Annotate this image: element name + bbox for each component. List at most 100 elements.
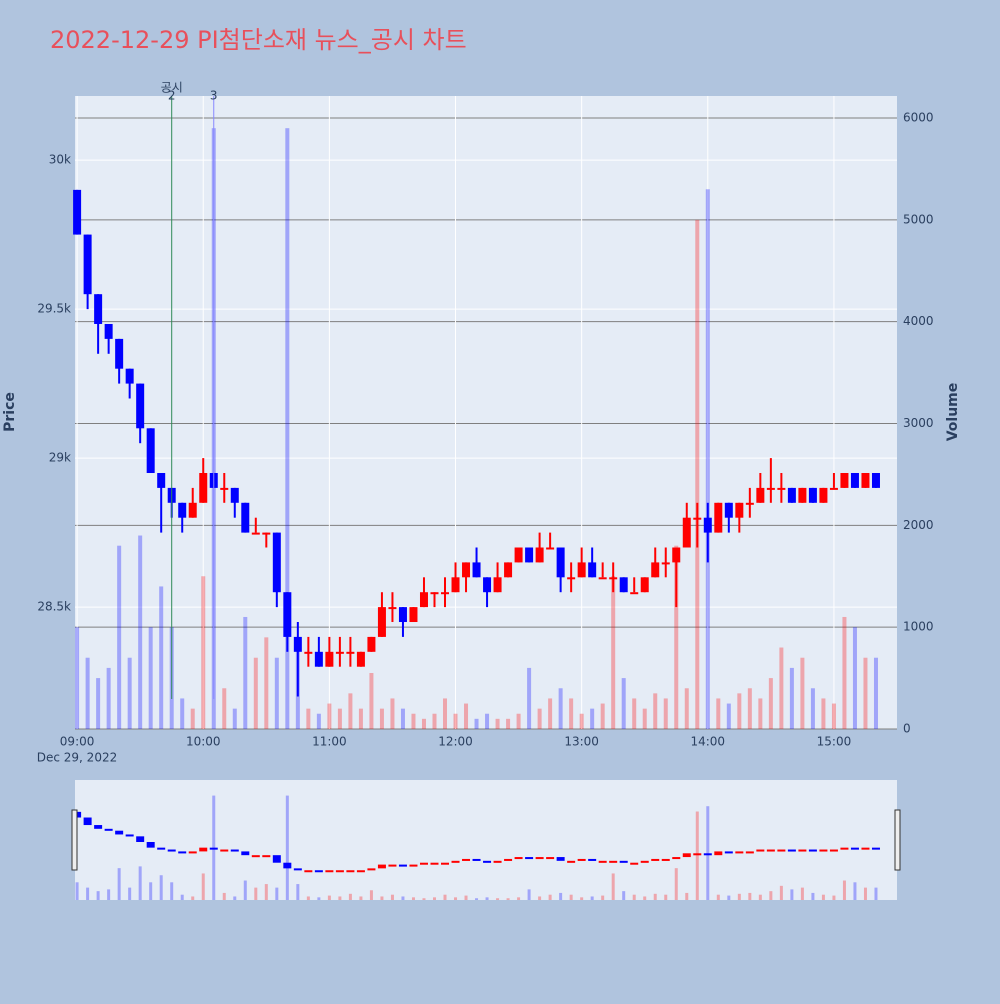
mini-candle xyxy=(441,862,450,865)
mini-candle xyxy=(83,817,92,826)
mini-volume-bar xyxy=(611,873,615,900)
volume-bar xyxy=(779,647,784,729)
mini-candle xyxy=(335,870,344,873)
volume-bar xyxy=(842,616,847,729)
mini-candle xyxy=(293,868,302,871)
volume-bar xyxy=(138,535,143,729)
mini-candle xyxy=(241,851,250,856)
candle-body xyxy=(304,651,313,654)
mini-candle xyxy=(724,851,733,854)
volume-bar xyxy=(527,667,532,729)
mini-candle xyxy=(283,862,292,869)
volume-bar xyxy=(464,703,469,729)
mini-candle xyxy=(630,862,639,865)
volume-bar xyxy=(285,128,290,729)
mini-volume-bar xyxy=(86,887,90,900)
mini-candle xyxy=(829,849,838,852)
mini-volume-bar xyxy=(117,868,121,900)
volume-bar xyxy=(569,698,574,729)
volume-bar xyxy=(674,545,679,729)
mini-candle xyxy=(262,855,271,858)
mini-volume-bar xyxy=(96,891,100,900)
candle-body xyxy=(272,532,281,593)
candle-body xyxy=(672,547,681,563)
mini-candle xyxy=(125,834,134,837)
candle-body xyxy=(840,472,849,488)
candle-body xyxy=(535,547,544,563)
volume-bar xyxy=(726,703,731,729)
volume-bar xyxy=(390,698,395,729)
mini-candle xyxy=(178,851,187,854)
candle-body xyxy=(136,383,145,429)
mini-candle xyxy=(535,857,544,860)
volume-bar xyxy=(632,698,637,729)
mini-volume-bar xyxy=(411,897,415,900)
volume-bar xyxy=(127,657,132,729)
candle-body xyxy=(682,517,691,548)
mini-candle xyxy=(346,870,355,873)
candle-body xyxy=(230,487,239,503)
mini-candle xyxy=(525,857,534,860)
mini-volume-bar xyxy=(496,898,500,900)
volume-bar xyxy=(737,693,742,729)
mini-volume-bar xyxy=(369,890,373,900)
mini-candle xyxy=(609,860,618,863)
candle-body xyxy=(819,487,828,503)
candle-body xyxy=(325,651,334,667)
mini-volume-bar xyxy=(863,887,867,900)
y-axis-title: Price xyxy=(2,392,18,432)
mini-volume-bar xyxy=(643,896,647,900)
candle-body xyxy=(693,517,702,520)
volume-bar xyxy=(358,708,363,729)
volume-bar xyxy=(75,627,80,729)
mini-volume-bar xyxy=(769,891,773,900)
volume-bar xyxy=(485,713,490,729)
range-slider[interactable] xyxy=(75,780,897,900)
y-tick-label: 28.5k xyxy=(37,600,71,614)
mini-volume-bar xyxy=(475,898,479,900)
candle-body xyxy=(157,472,166,488)
slider-handle[interactable] xyxy=(894,809,901,871)
mini-volume-bar xyxy=(306,896,310,900)
mini-volume-bar xyxy=(569,894,573,900)
mini-volume-bar xyxy=(254,887,258,900)
mini-candle xyxy=(693,853,702,856)
candle-body xyxy=(514,547,523,563)
volume-bar xyxy=(222,688,227,729)
mini-volume-bar xyxy=(454,897,458,900)
mini-candle xyxy=(861,847,870,850)
candle-body xyxy=(619,577,628,593)
mini-candle xyxy=(493,860,502,863)
mini-candle xyxy=(672,857,681,860)
volume-bar xyxy=(537,708,542,729)
volume-bar xyxy=(663,698,668,729)
slider-handle[interactable] xyxy=(71,809,78,871)
mini-candle xyxy=(808,849,817,852)
volume-bar xyxy=(432,713,437,729)
mini-candle xyxy=(388,864,397,867)
mini-candle xyxy=(598,860,607,863)
candle-body xyxy=(588,562,597,578)
mini-volume-bar xyxy=(821,894,825,900)
candle-body xyxy=(125,368,134,384)
mini-volume-bar xyxy=(107,889,111,900)
candle-body xyxy=(251,532,260,535)
mini-volume-bar xyxy=(874,887,878,900)
mini-volume-bar xyxy=(75,882,79,900)
volume-bar xyxy=(306,708,311,729)
mini-candle xyxy=(430,862,439,865)
volume-bar xyxy=(705,189,710,730)
candle-body xyxy=(756,487,765,503)
y2-tick-label: 4000 xyxy=(903,314,934,328)
annotation-label: 3 xyxy=(210,89,218,103)
mini-volume-bar xyxy=(685,892,689,900)
candle-body xyxy=(441,592,450,595)
mini-volume-bar xyxy=(296,884,300,900)
volume-bar xyxy=(453,713,458,729)
volume-bar xyxy=(369,672,374,729)
y-tick-label: 29k xyxy=(49,451,71,465)
volume-bar xyxy=(443,698,448,729)
candle-body xyxy=(567,577,576,580)
mini-volume-bar xyxy=(138,866,142,900)
mini-volume-bar xyxy=(159,875,163,900)
